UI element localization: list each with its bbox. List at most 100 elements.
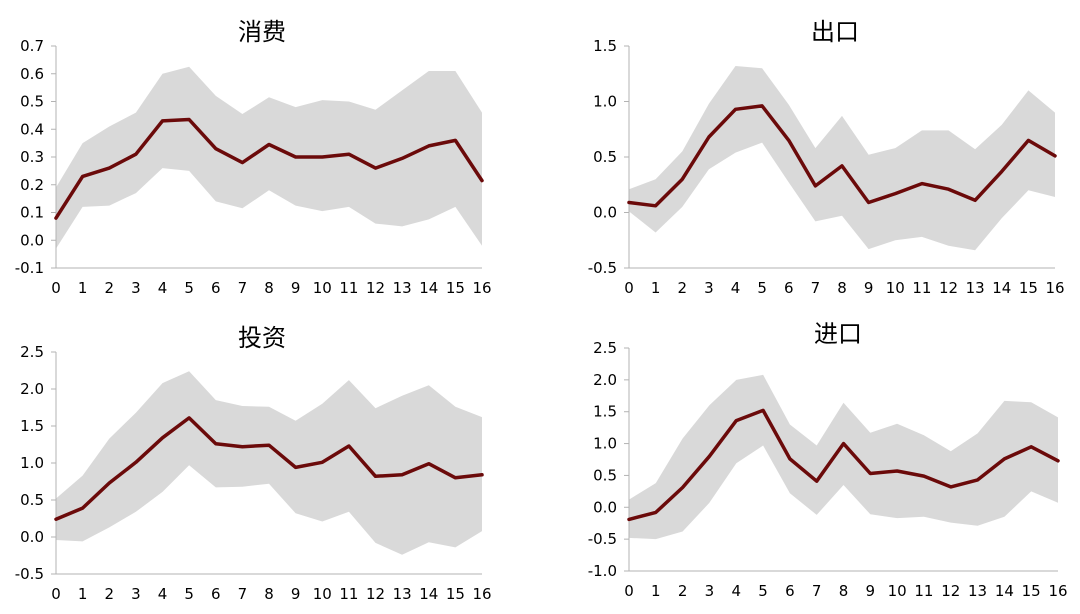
consumption-x-tick-label: 10	[313, 279, 332, 297]
exports-y-tick-label: 0.5	[593, 148, 617, 166]
investment-x-tick-label: 9	[291, 585, 301, 603]
imports-y-tick-label: 2.5	[593, 339, 617, 357]
investment-y-tick-label: 0.5	[20, 491, 44, 509]
consumption-x-tick-label: 13	[393, 279, 412, 297]
consumption-y-tick-label: 0.6	[20, 65, 44, 83]
consumption-x-tick-label: 8	[264, 279, 274, 297]
consumption-x-tick-label: 12	[366, 279, 385, 297]
investment-x-tick-label: 1	[78, 585, 88, 603]
investment-band	[56, 371, 482, 555]
investment-x-tick-label: 5	[184, 585, 194, 603]
investment-x-tick-label: 16	[472, 585, 491, 603]
imports-title: 进口	[814, 320, 862, 348]
investment-y-tick-label: 1.5	[20, 417, 44, 435]
investment-x-tick-label: 0	[51, 585, 61, 603]
exports-x-tick-label: 3	[704, 279, 714, 297]
imports-x-tick-label: 3	[705, 582, 715, 600]
investment-x-tick-label: 7	[238, 585, 248, 603]
exports-y-tick-label: 1.0	[593, 93, 617, 111]
exports-panel: 1.51.00.50.0-0.50 1 2 3 4 5 6 7 8 9 10 11 12 13 14 15 16…	[588, 18, 1065, 297]
imports-y-tick-label: 1.0	[593, 435, 617, 453]
consumption-y-tick-label: 0.2	[20, 176, 44, 194]
consumption-x-tick-label: 14	[419, 279, 438, 297]
consumption-y-tick-label: 0.7	[20, 37, 44, 55]
imports-y-tick-label: -0.5	[588, 530, 617, 548]
imports-y-tick-label: 1.5	[593, 403, 617, 421]
investment-title: 投资	[238, 324, 286, 352]
investment-x-tick-label: 13	[393, 585, 412, 603]
consumption-y-tick-label: 0.1	[20, 204, 44, 222]
investment-y-tick-label: 1.0	[20, 454, 44, 472]
exports-x-tick-label: 15	[1019, 279, 1038, 297]
imports-y-tick-label: -1.0	[588, 562, 617, 580]
imports-x-tick-label: 10	[888, 582, 907, 600]
exports-x-tick-label: 5	[757, 279, 767, 297]
imports-x-tick-label: 11	[914, 582, 933, 600]
investment-x-tick-label: 11	[339, 585, 358, 603]
investment-x-tick-label: 8	[264, 585, 274, 603]
consumption-x-tick-label: 3	[131, 279, 141, 297]
consumption-y-tick-label: -0.1	[15, 259, 44, 277]
investment-response-line	[54, 416, 484, 521]
exports-x-tick-label: 13	[966, 279, 985, 297]
imports-y-tick-label: 0.0	[593, 498, 617, 516]
investment-x-tick-label: 12	[366, 585, 385, 603]
imports-x-tick-label: 7	[812, 582, 822, 600]
imports-x-tick-label: 4	[731, 582, 741, 600]
consumption-panel: 0.70.60.50.40.30.20.10.0-0.10 1 2 3 4 5 6 7 8 9 10…	[15, 18, 492, 297]
exports-x-tick-label: 0	[624, 279, 634, 297]
imports-band	[629, 374, 1058, 540]
imports-x-tick-label: 6	[785, 582, 795, 600]
imports-panel: 2.52.01.51.00.50.0-0.5-1.00 1 2 3 4 5 6 7 8 9 10 11…	[588, 320, 1068, 600]
consumption-x-tick-label: 1	[78, 279, 88, 297]
investment-panel: 2.52.01.51.00.50.0-0.50 1 2 3 4 5 6 7 8 9 10 11 12 13…	[15, 324, 492, 603]
consumption-x-tick-label: 7	[238, 279, 248, 297]
exports-x-tick-label: 9	[864, 279, 874, 297]
exports-x-tick-label: 8	[837, 279, 847, 297]
exports-response-line	[627, 104, 1057, 208]
investment-x-tick-label: 15	[446, 585, 465, 603]
imports-x-tick-label: 0	[624, 582, 634, 600]
imports-response-line	[627, 408, 1060, 522]
exports-x-tick-label: 6	[784, 279, 794, 297]
exports-y-tick-label: 1.5	[593, 37, 617, 55]
investment-y-tick-label: -0.5	[15, 565, 44, 583]
imports-x-tick-label: 8	[839, 582, 849, 600]
imports-x-tick-label: 14	[995, 582, 1014, 600]
imports-x-tick-label: 12	[941, 582, 960, 600]
exports-x-tick-label: 10	[886, 279, 905, 297]
exports-x-tick-label: 7	[811, 279, 821, 297]
consumption-x-tick-label: 4	[158, 279, 168, 297]
consumption-y-tick-label: 0.4	[20, 120, 44, 138]
investment-x-tick-label: 6	[211, 585, 221, 603]
investment-x-tick-label: 4	[158, 585, 168, 603]
consumption-x-tick-label: 0	[51, 279, 61, 297]
consumption-response-line	[54, 117, 484, 220]
consumption-x-tick-label: 16	[472, 279, 491, 297]
exports-x-tick-label: 4	[731, 279, 741, 297]
consumption-x-tick-label: 5	[184, 279, 194, 297]
investment-x-tick-label: 3	[131, 585, 141, 603]
consumption-band	[56, 66, 482, 249]
investment-x-tick-label: 2	[104, 585, 114, 603]
consumption-x-tick-label: 11	[339, 279, 358, 297]
investment-y-tick-label: 2.5	[20, 343, 44, 361]
exports-x-tick-label: 2	[677, 279, 687, 297]
consumption-y-tick-label: 0.3	[20, 148, 44, 166]
imports-x-tick-label: 16	[1048, 582, 1067, 600]
imports-x-tick-label: 2	[678, 582, 688, 600]
consumption-title: 消费	[238, 18, 286, 46]
imports-x-tick-label: 5	[758, 582, 768, 600]
exports-y-tick-label: -0.5	[588, 259, 617, 277]
imports-y-tick-label: 0.5	[593, 466, 617, 484]
imports-x-tick-label: 15	[1022, 582, 1041, 600]
consumption-x-tick-label: 6	[211, 279, 221, 297]
consumption-x-tick-label: 15	[446, 279, 465, 297]
imports-x-tick-label: 13	[968, 582, 987, 600]
exports-x-tick-label: 1	[651, 279, 661, 297]
imports-y-tick-label: 2.0	[593, 371, 617, 389]
consumption-y-tick-label: 0.0	[20, 231, 44, 249]
consumption-x-tick-label: 9	[291, 279, 301, 297]
exports-x-tick-label: 11	[912, 279, 931, 297]
